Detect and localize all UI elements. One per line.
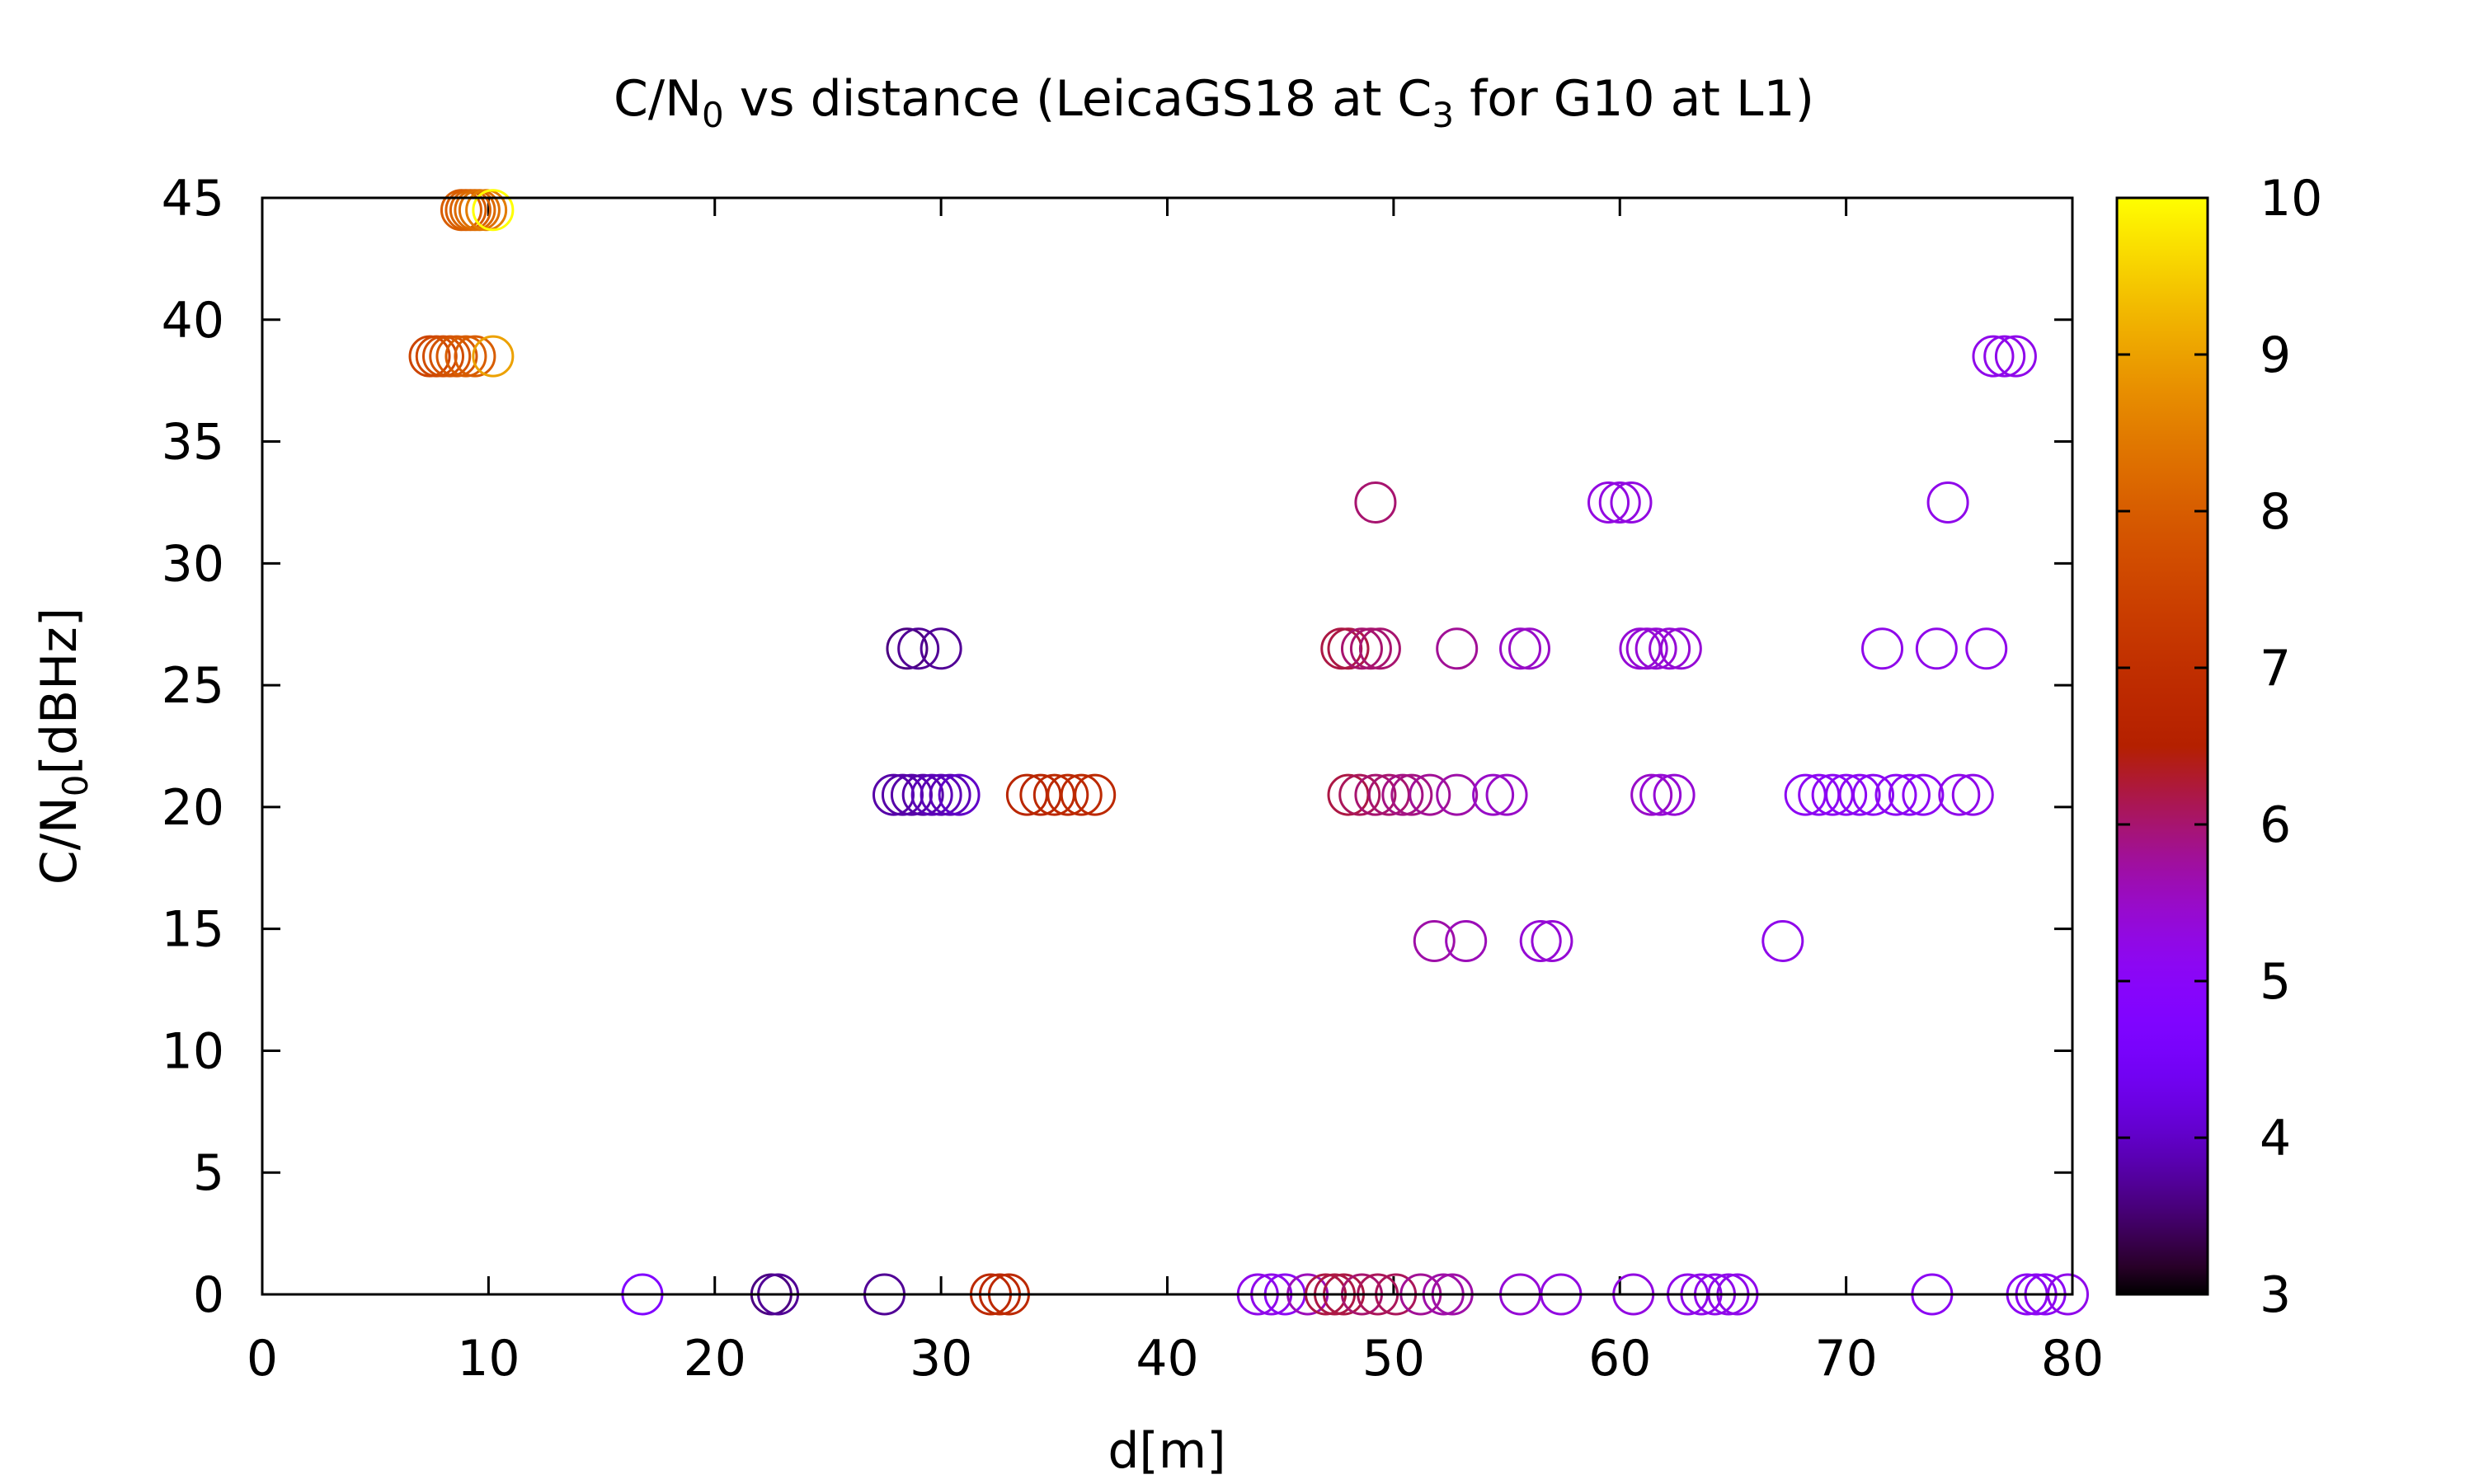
data-point bbox=[472, 189, 515, 232]
plot-frame bbox=[261, 196, 2074, 1296]
data-point bbox=[1409, 773, 1451, 816]
colorbar bbox=[2115, 196, 2209, 1296]
data-point bbox=[1639, 773, 1682, 816]
data-point bbox=[1915, 627, 1958, 670]
data-point bbox=[1610, 481, 1653, 524]
x-tick-label: 30 bbox=[910, 1330, 972, 1388]
data-point bbox=[897, 627, 940, 670]
data-point bbox=[1381, 773, 1424, 816]
data-point bbox=[1972, 335, 2015, 378]
data-point bbox=[1587, 481, 1630, 524]
data-point bbox=[1983, 335, 2026, 378]
colorbar-tick-label: 4 bbox=[2260, 1110, 2291, 1167]
data-point bbox=[1761, 919, 1804, 962]
data-point bbox=[1354, 481, 1397, 524]
data-point bbox=[929, 773, 971, 816]
colorbar-tick-label: 6 bbox=[2260, 796, 2291, 854]
data-point bbox=[1074, 773, 1117, 816]
data-point bbox=[454, 335, 496, 378]
y-tick-label: 10 bbox=[162, 1022, 224, 1080]
y-axis-label: C/N0[dBHz] bbox=[31, 608, 96, 885]
data-point bbox=[1445, 919, 1488, 962]
data-point bbox=[886, 627, 929, 670]
colorbar-tick-label: 9 bbox=[2260, 326, 2291, 384]
y-tick-label: 5 bbox=[193, 1144, 224, 1202]
data-point bbox=[1354, 773, 1397, 816]
x-tick-label: 10 bbox=[457, 1330, 520, 1388]
data-point bbox=[1938, 773, 1981, 816]
data-point bbox=[1358, 627, 1401, 670]
data-point bbox=[938, 773, 981, 816]
y-tick-label: 45 bbox=[162, 170, 224, 228]
data-point bbox=[1047, 773, 1089, 816]
data-point bbox=[435, 335, 478, 378]
data-point bbox=[1852, 773, 1895, 816]
x-tick-label: 70 bbox=[1814, 1330, 1877, 1388]
x-tick-label: 50 bbox=[1362, 1330, 1425, 1388]
x-tick-label: 80 bbox=[2041, 1330, 2104, 1388]
x-tick-label: 40 bbox=[1136, 1330, 1198, 1388]
x-tick-label: 60 bbox=[1588, 1330, 1651, 1388]
data-point bbox=[1499, 627, 1542, 670]
data-point bbox=[1436, 773, 1479, 816]
data-point bbox=[1485, 773, 1528, 816]
y-tick-label: 20 bbox=[162, 779, 224, 837]
data-point bbox=[1060, 773, 1103, 816]
data-point bbox=[1838, 773, 1881, 816]
y-tick-label: 0 bbox=[193, 1266, 224, 1324]
colorbar-tick-label: 10 bbox=[2260, 170, 2322, 228]
data-point bbox=[901, 773, 944, 816]
data-point bbox=[1531, 919, 1573, 962]
data-point bbox=[1338, 773, 1381, 816]
data-point bbox=[1519, 919, 1562, 962]
colorbar-tick-label: 3 bbox=[2260, 1266, 2291, 1324]
data-point bbox=[1874, 773, 1917, 816]
data-point bbox=[472, 335, 515, 378]
data-point bbox=[449, 189, 492, 232]
data-point bbox=[1994, 335, 2037, 378]
axis-ticks: 0 10 20 30 40 50 60 70 80 0 5 10 15 20 25 30 35 40 45 bbox=[162, 170, 2105, 1388]
data-point bbox=[1625, 627, 1668, 670]
colorbar-tick-label: 8 bbox=[2260, 483, 2291, 541]
data-point bbox=[1653, 773, 1696, 816]
y-tick-label: 40 bbox=[162, 292, 224, 350]
data-point bbox=[920, 773, 962, 816]
data-point bbox=[1340, 627, 1383, 670]
data-point bbox=[1413, 919, 1456, 962]
data-point bbox=[920, 627, 962, 670]
data-point bbox=[1598, 481, 1641, 524]
data-point bbox=[1390, 773, 1433, 816]
colorbar-ticks: 3 4 5 6 7 8 9 10 bbox=[2117, 170, 2322, 1324]
data-point bbox=[1508, 627, 1550, 670]
y-tick-label: 35 bbox=[162, 414, 224, 472]
chart-title: C/N0 vs distance (LeicaGS18 at C3 for G1… bbox=[614, 70, 1814, 135]
x-axis-label: d[m] bbox=[1108, 1422, 1225, 1480]
data-point bbox=[1634, 627, 1677, 670]
data-point bbox=[1436, 627, 1479, 670]
y-tick-label: 30 bbox=[162, 535, 224, 593]
data-point bbox=[1965, 627, 2008, 670]
data-point bbox=[1649, 627, 1691, 670]
data-point bbox=[1472, 773, 1515, 816]
data-point bbox=[1630, 773, 1673, 816]
data-point bbox=[910, 773, 953, 816]
data-point bbox=[1926, 481, 1969, 524]
colorbar-tick-label: 5 bbox=[2260, 953, 2291, 1011]
data-point bbox=[444, 335, 487, 378]
y-tick-label: 25 bbox=[162, 657, 224, 715]
y-tick-label: 15 bbox=[162, 901, 224, 959]
data-points bbox=[408, 189, 2090, 1316]
data-point bbox=[1327, 627, 1370, 670]
x-tick-label: 0 bbox=[247, 1330, 278, 1388]
data-point bbox=[1902, 773, 1945, 816]
data-point bbox=[1825, 773, 1868, 816]
x-tick-label: 20 bbox=[684, 1330, 746, 1388]
data-point bbox=[1888, 773, 1931, 816]
data-point bbox=[1861, 627, 1904, 670]
colorbar-tick-label: 7 bbox=[2260, 640, 2291, 697]
data-point bbox=[1951, 773, 1994, 816]
data-point bbox=[1659, 627, 1702, 670]
data-point bbox=[1349, 627, 1392, 670]
